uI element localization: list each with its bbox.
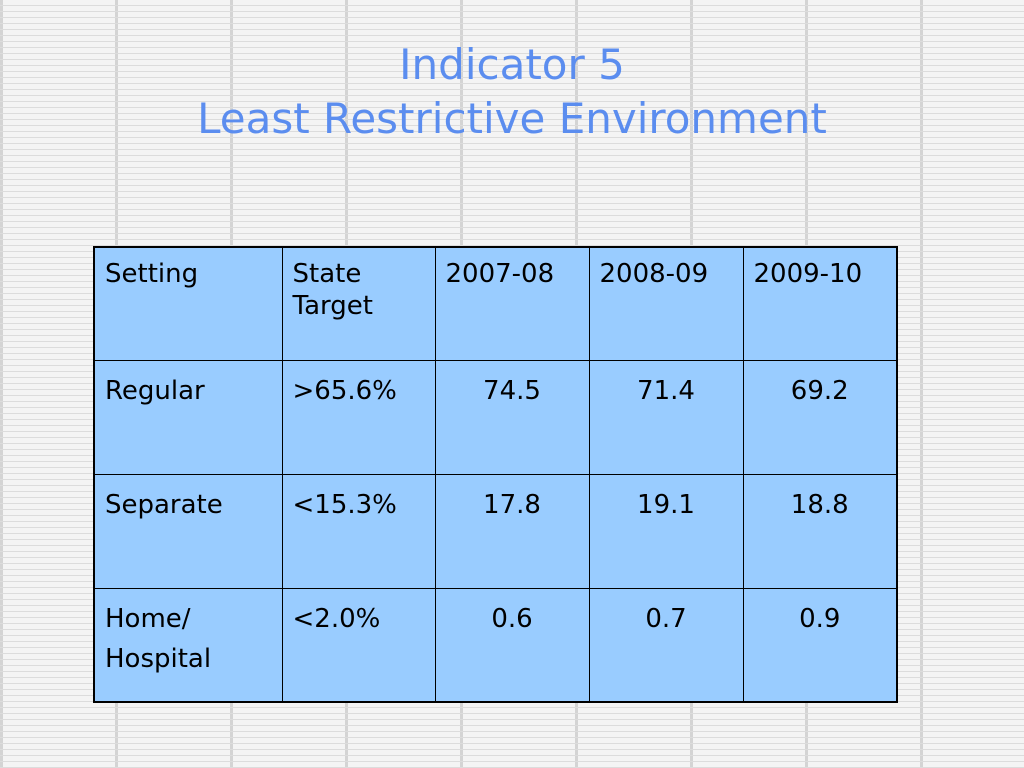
table-row: Regular >65.6% 74.5 71.4 69.2 — [93, 360, 898, 475]
header-setting: Setting — [93, 246, 283, 362]
table-row: Separate <15.3% 17.8 19.1 18.8 — [93, 474, 898, 589]
header-2007-08: 2007-08 — [434, 246, 590, 362]
cell-value: 69.2 — [742, 360, 898, 475]
cell-value: 18.8 — [742, 474, 898, 589]
title-line-1: Indicator 5 — [399, 40, 625, 89]
table-row: Home/ Hospital <2.0% 0.6 0.7 0.9 — [93, 587, 898, 703]
cell-setting: Home/ Hospital — [93, 587, 283, 703]
cell-target: >65.6% — [281, 360, 436, 475]
cell-setting: Regular — [93, 360, 283, 475]
header-2008-09: 2008-09 — [588, 246, 744, 362]
cell-value: 74.5 — [434, 360, 590, 475]
cell-value: 71.4 — [588, 360, 744, 475]
table-header-row: Setting State Target 2007-08 2008-09 200… — [93, 246, 898, 362]
header-state-target: State Target — [281, 246, 436, 362]
cell-value: 0.7 — [588, 587, 744, 703]
title-line-2: Least Restrictive Environment — [197, 94, 827, 143]
cell-value: 0.6 — [434, 587, 590, 703]
header-2009-10: 2009-10 — [742, 246, 898, 362]
slide-title: Indicator 5 Least Restrictive Environmen… — [0, 38, 1024, 146]
cell-target: <15.3% — [281, 474, 436, 589]
cell-setting: Separate — [93, 474, 283, 589]
lre-table: Setting State Target 2007-08 2008-09 200… — [93, 246, 898, 703]
cell-value: 0.9 — [742, 587, 898, 703]
cell-target: <2.0% — [281, 587, 436, 703]
cell-value: 17.8 — [434, 474, 590, 589]
cell-value: 19.1 — [588, 474, 744, 589]
